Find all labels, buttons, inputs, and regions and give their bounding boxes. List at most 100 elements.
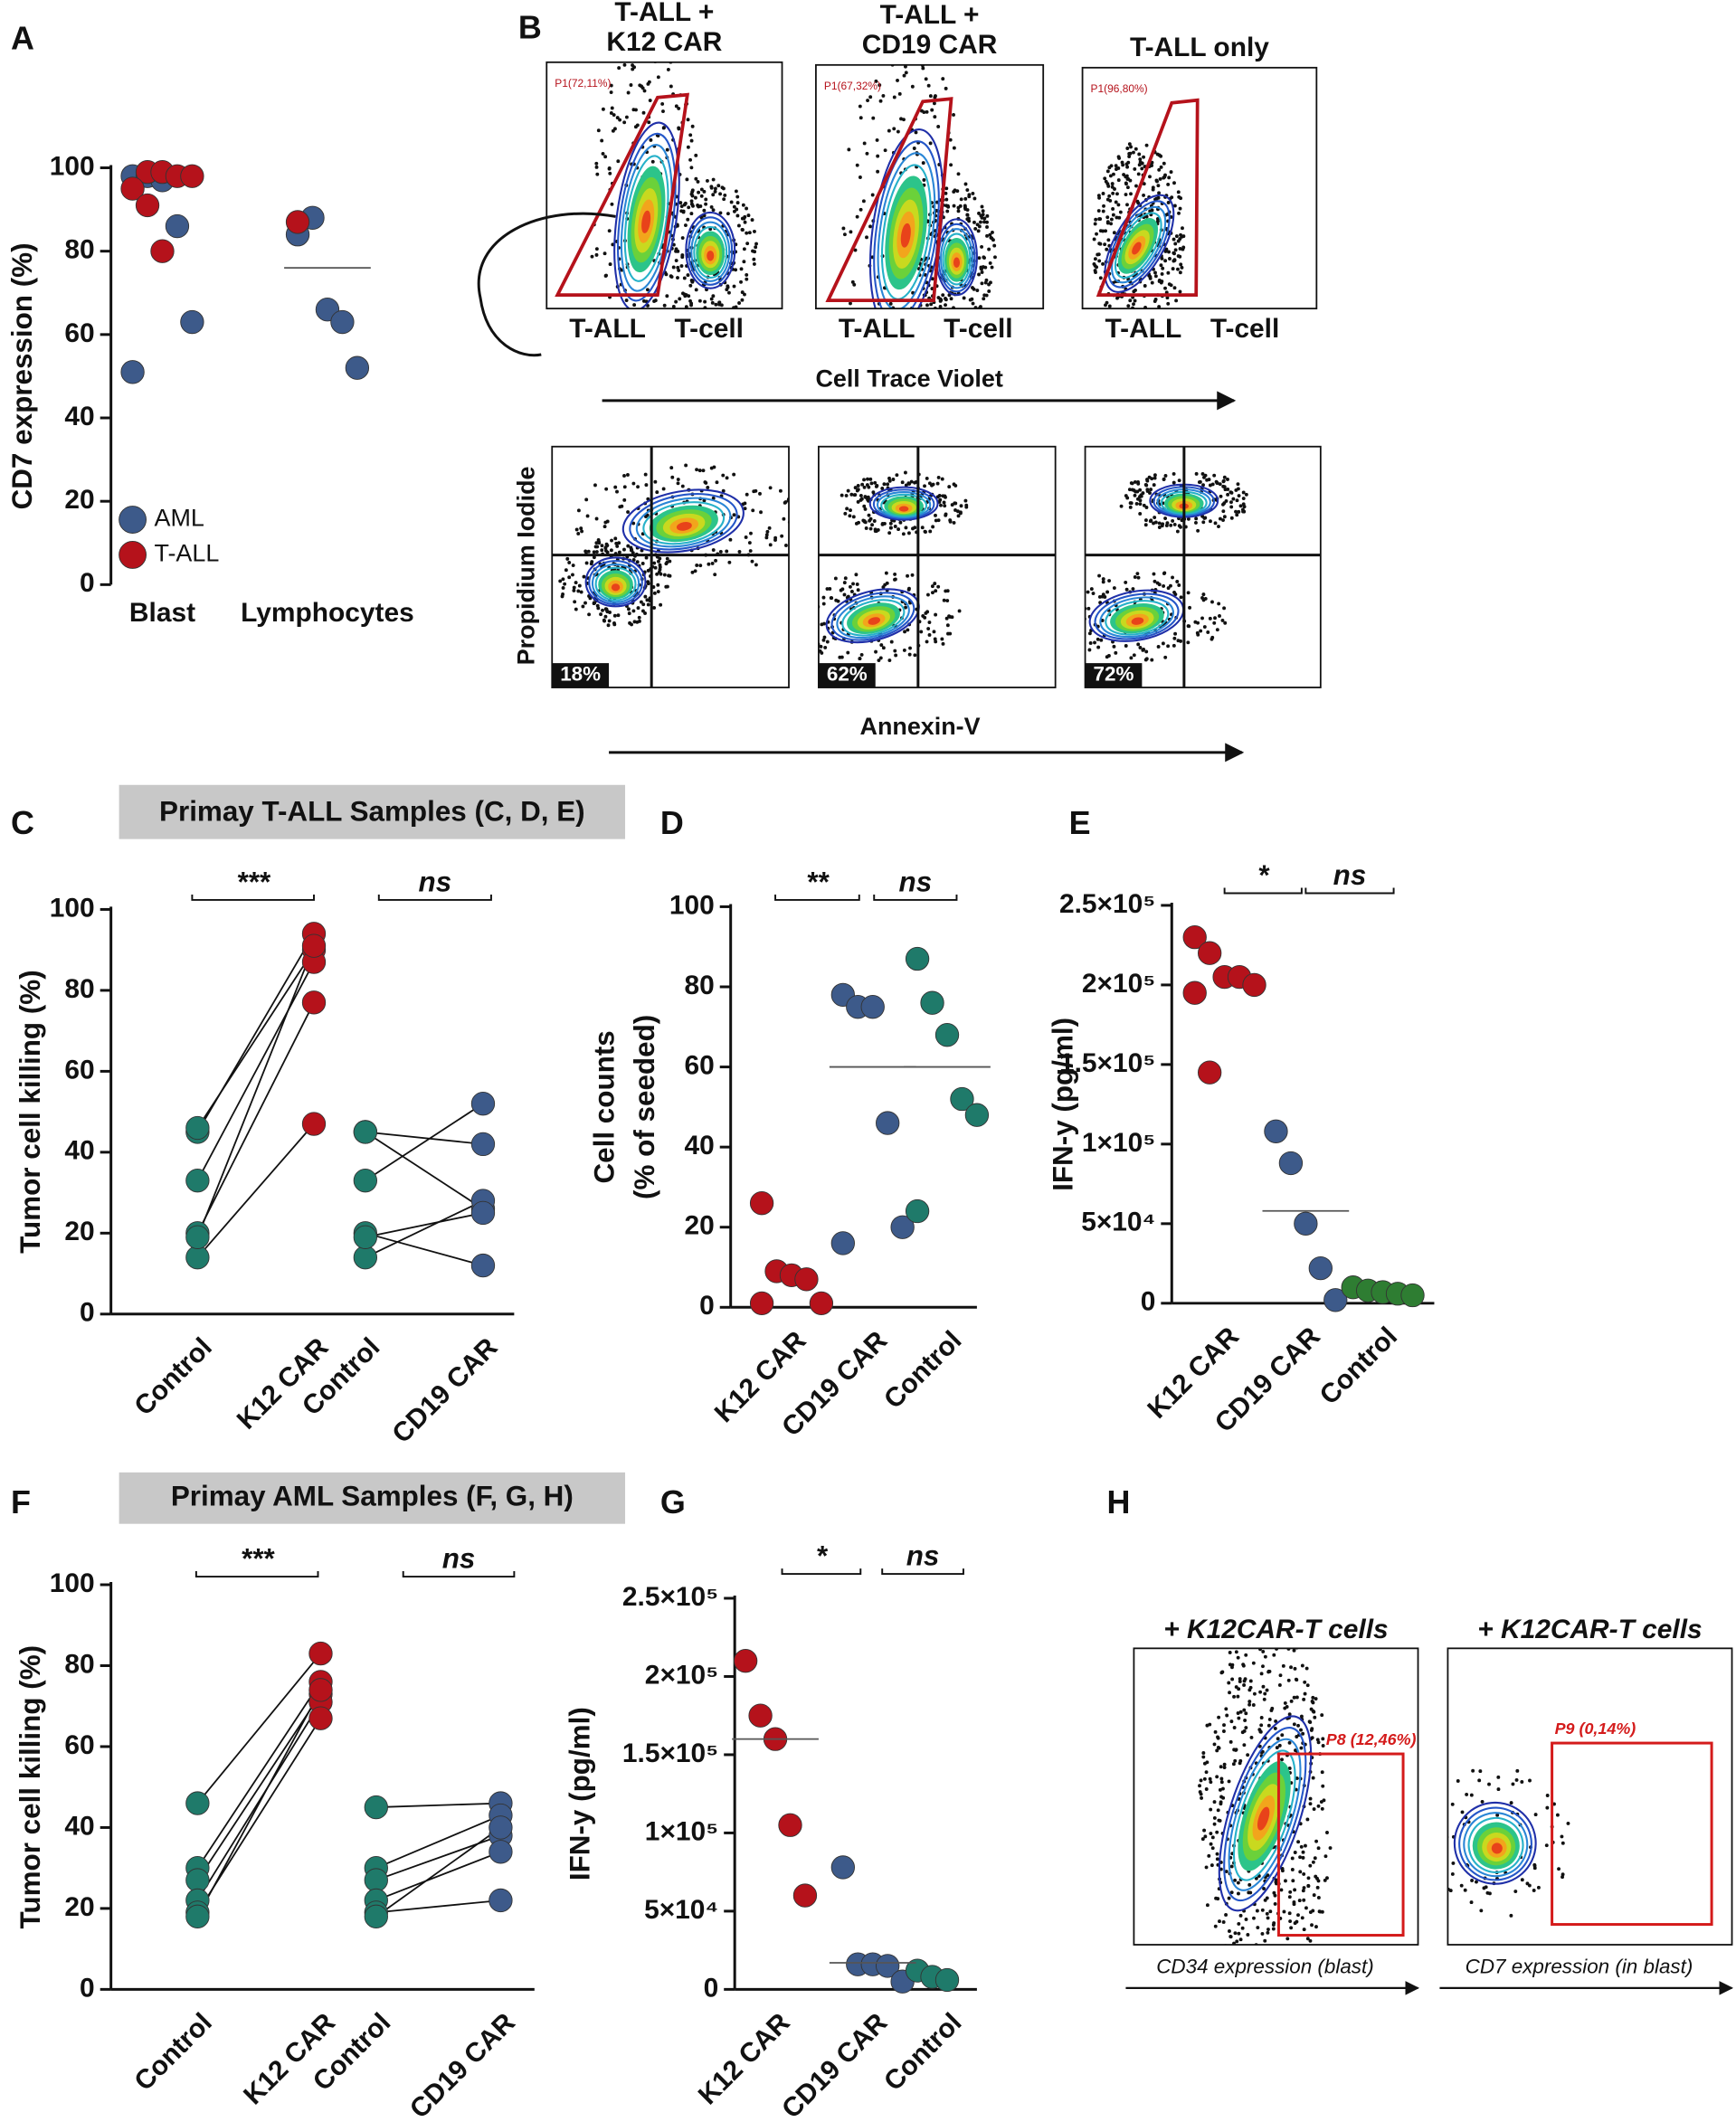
event-dot xyxy=(678,201,683,205)
event-dot xyxy=(1134,147,1138,151)
event-dot xyxy=(1319,1800,1323,1804)
event-dot xyxy=(1128,151,1133,156)
event-dot xyxy=(1158,176,1162,181)
event-dot xyxy=(1047,607,1050,611)
event-dot xyxy=(1176,267,1180,271)
event-dot xyxy=(834,598,839,602)
event-dot xyxy=(661,109,665,113)
event-dot xyxy=(1262,1697,1266,1701)
event-dot xyxy=(980,244,984,249)
event-dot xyxy=(1209,1832,1213,1835)
event-dot xyxy=(1169,170,1173,175)
percent-box xyxy=(818,663,876,688)
event-dot xyxy=(1216,1897,1220,1901)
y-tick-label: 100 xyxy=(50,151,95,181)
event-dot xyxy=(1166,200,1171,204)
event-dot xyxy=(664,272,669,277)
contour xyxy=(1257,1806,1270,1831)
event-dot xyxy=(616,159,621,164)
event-dot xyxy=(1116,203,1121,207)
event-dot xyxy=(1108,198,1113,203)
event-dot xyxy=(1532,1889,1536,1892)
event-dot xyxy=(1231,497,1236,501)
event-dot xyxy=(698,204,703,208)
event-dot xyxy=(1288,1890,1293,1894)
event-dot xyxy=(1561,1875,1564,1880)
event-dot xyxy=(1236,482,1240,487)
flow-title: + K12CAR-T cells xyxy=(1163,1615,1388,1644)
event-dot xyxy=(1099,638,1104,642)
data-point xyxy=(150,239,175,263)
event-dot xyxy=(1202,1776,1207,1781)
event-dot xyxy=(899,117,903,121)
event-dot xyxy=(854,521,859,526)
event-dot xyxy=(683,201,688,205)
event-dot xyxy=(689,301,694,306)
event-dot xyxy=(648,99,652,102)
event-dot xyxy=(571,573,574,577)
event-dot xyxy=(864,495,868,499)
y-axis-title: (% of seeded) xyxy=(629,1015,660,1199)
event-dot xyxy=(985,225,989,229)
event-dot xyxy=(1222,475,1227,479)
event-dot xyxy=(1557,1867,1561,1871)
event-dot xyxy=(811,603,815,607)
event-dot xyxy=(1171,518,1175,523)
event-dot xyxy=(849,230,853,234)
bracket xyxy=(191,894,315,901)
event-dot xyxy=(688,133,693,137)
event-dot xyxy=(702,498,707,503)
event-dot xyxy=(1133,493,1137,497)
event-dot xyxy=(866,495,870,499)
event-dot xyxy=(1132,289,1136,294)
event-dot xyxy=(1215,628,1219,632)
event-dot xyxy=(693,569,697,573)
event-dot xyxy=(881,646,886,650)
event-dot xyxy=(858,657,862,661)
event-dot xyxy=(690,190,695,194)
event-dot xyxy=(1314,1839,1319,1843)
event-dot xyxy=(818,649,822,653)
event-dot xyxy=(1166,270,1171,275)
x-tick-label: CD19 CAR xyxy=(404,2007,521,2122)
event-dot xyxy=(1201,598,1206,602)
event-dot xyxy=(758,491,762,496)
event-dot xyxy=(1228,1691,1231,1695)
data-point xyxy=(1198,1060,1222,1085)
event-dot xyxy=(647,120,651,125)
event-dot xyxy=(1154,196,1159,201)
event-dot xyxy=(690,124,695,128)
event-dot xyxy=(581,604,585,609)
event-dot xyxy=(1186,591,1191,595)
event-dot xyxy=(1111,213,1115,217)
event-dot xyxy=(634,108,638,112)
event-dot xyxy=(674,104,678,109)
event-dot xyxy=(746,213,751,218)
event-dot xyxy=(1209,1842,1213,1846)
data-point xyxy=(364,1868,388,1892)
event-dot xyxy=(945,623,950,628)
event-dot xyxy=(876,169,880,174)
event-dot xyxy=(931,525,935,529)
event-dot xyxy=(845,507,849,511)
event-dot xyxy=(1094,217,1098,222)
event-dot xyxy=(655,310,659,314)
event-dot xyxy=(1221,1729,1226,1733)
event-dot xyxy=(1250,1993,1254,1996)
event-dot xyxy=(847,147,851,152)
event-dot xyxy=(686,118,690,122)
event-dot xyxy=(1463,1888,1467,1892)
event-dot xyxy=(1280,1757,1284,1762)
event-dot xyxy=(883,148,887,153)
event-dot xyxy=(1317,1909,1322,1914)
event-dot xyxy=(1273,1893,1277,1898)
data-point xyxy=(470,1132,496,1157)
y-tick-label: 0 xyxy=(80,1298,95,1328)
event-dot xyxy=(1274,1719,1278,1723)
contour xyxy=(877,491,932,519)
event-dot xyxy=(744,535,748,539)
y-axis-title: CD7 expression (%) xyxy=(6,242,38,509)
data-point xyxy=(165,213,190,239)
plot-frame xyxy=(1081,66,1318,310)
event-dot xyxy=(1115,215,1119,220)
